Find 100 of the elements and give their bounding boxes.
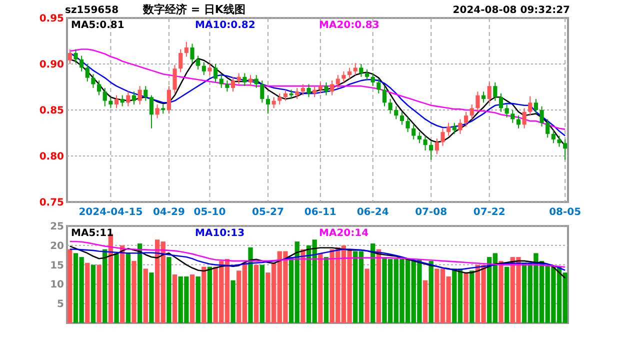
candlestick [481, 91, 486, 104]
candlestick [138, 86, 142, 105]
candlestick [476, 91, 480, 112]
candlestick [248, 74, 253, 87]
candlestick [394, 106, 398, 120]
candlestick [348, 67, 352, 80]
candlestick [534, 98, 538, 114]
candlestick [528, 96, 532, 116]
candlestick [557, 135, 562, 148]
candlestick [74, 48, 78, 64]
candlestick [493, 82, 498, 102]
candlestick [312, 86, 317, 98]
candlestick [190, 43, 194, 64]
candlestick [464, 111, 468, 128]
bar [102, 249, 108, 323]
candlestick [336, 74, 340, 88]
text: 2024-08-08 09:32:27 [452, 5, 570, 16]
bar [149, 272, 154, 323]
bar [207, 266, 212, 323]
x-tick-label: 08-05 [549, 207, 582, 218]
candlestick [370, 72, 375, 87]
y-tick-label: 20 [50, 240, 64, 252]
candlestick [230, 76, 236, 92]
y-tick-label: 0.90 [39, 60, 64, 70]
candlestick [120, 94, 124, 107]
candlestick [353, 62, 358, 76]
candlestick [97, 80, 102, 96]
bar [196, 276, 200, 323]
candlestick [330, 80, 334, 96]
bar [254, 264, 259, 323]
candlestick [470, 104, 474, 120]
candlestick [283, 89, 288, 102]
y-tick-label: 0.95 [39, 14, 64, 24]
bar [422, 280, 428, 323]
candlestick [149, 94, 154, 129]
candlestick [423, 135, 428, 151]
candlestick [68, 48, 72, 64]
x-tick-label: 07-22 [473, 207, 506, 218]
text: MA5:0.81 [71, 20, 124, 31]
bar [504, 266, 510, 323]
candlestick [184, 41, 188, 58]
bar [126, 253, 130, 323]
y-tick-label: 0.80 [39, 152, 64, 162]
chart-title: 数字经济 = 日K线图 [142, 3, 246, 16]
bar [370, 243, 376, 323]
bar [172, 274, 178, 323]
y-tick-label: 25 [50, 222, 64, 232]
candlestick [300, 84, 305, 96]
candlestick [318, 82, 322, 94]
candlestick [242, 72, 247, 87]
bar [90, 264, 96, 323]
x-tick-label: 07-08 [415, 207, 448, 218]
candlestick [376, 78, 381, 94]
candlestick [214, 64, 218, 83]
series-label: MA10:13 [195, 228, 245, 239]
candlestick [540, 106, 544, 128]
bar [470, 270, 474, 323]
candlestick [236, 72, 241, 85]
text: sz159658 [65, 5, 119, 16]
candlestick [144, 86, 148, 102]
candlestick [166, 86, 171, 114]
candlestick [342, 70, 346, 83]
line-series [69, 246, 566, 279]
y-tick-label: 10 [50, 280, 64, 291]
series-label: MA5:11 [71, 228, 114, 239]
text: MA10:0.82 [195, 20, 256, 31]
candlestick [161, 104, 166, 114]
candlestick [306, 84, 311, 98]
candlestick [102, 87, 107, 107]
candlestick [289, 89, 294, 100]
candlestick [219, 74, 224, 88]
candlestick [91, 74, 96, 88]
bar [202, 266, 206, 323]
x-tick-label: 06-24 [356, 207, 389, 218]
bar [428, 260, 434, 323]
candlestick [498, 92, 504, 112]
bar [376, 249, 381, 323]
candlestick [324, 82, 328, 96]
candlestick [126, 91, 130, 107]
x-tick-label: 04-29 [152, 207, 185, 218]
bar [364, 268, 370, 323]
bar [132, 260, 136, 323]
candlestick [429, 140, 434, 160]
y-tick-label: 5 [57, 299, 64, 310]
candlestick [278, 92, 282, 105]
candlestick [452, 122, 456, 134]
candlestick [295, 87, 300, 100]
bar [85, 262, 90, 323]
candlestick [400, 111, 404, 126]
bar [190, 274, 195, 323]
candlestick [516, 115, 521, 129]
candlestick [406, 116, 410, 133]
bar [137, 243, 142, 323]
candlestick [132, 91, 136, 105]
candlestick [446, 122, 451, 136]
candlestick [155, 104, 160, 119]
candlestick [208, 64, 212, 76]
candlestick [440, 128, 445, 146]
y-tick-label: 0.75 [39, 198, 64, 208]
bar [96, 264, 102, 323]
